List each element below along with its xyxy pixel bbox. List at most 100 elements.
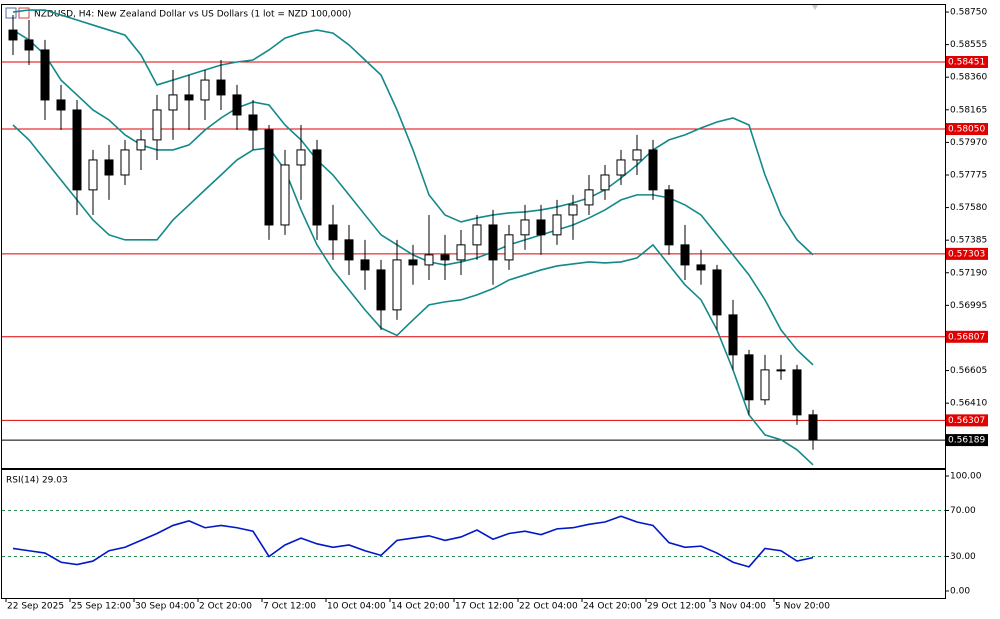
rsi-y-tick-label: 30.00 <box>950 552 976 562</box>
candle-body <box>264 129 274 226</box>
y-tick-label: 0.58165 <box>950 105 987 115</box>
rsi-title: RSI(14) 29.03 <box>6 476 68 486</box>
candle-body <box>184 94 194 101</box>
rsi-line <box>12 515 814 568</box>
chart-title: NZDUSD, H4: New Zealand Dollar vs US Dol… <box>34 10 351 20</box>
shift-marker <box>812 5 818 10</box>
candle-body <box>296 149 306 166</box>
candle-body <box>104 159 114 176</box>
y-tick-label: 0.57190 <box>950 268 987 278</box>
level-label-box <box>946 414 988 427</box>
level-label-box <box>946 55 988 68</box>
candle-body <box>8 29 18 41</box>
candle-body <box>232 94 242 116</box>
candle-body <box>392 259 402 311</box>
y-tick-label: 0.57580 <box>950 203 987 213</box>
candle-body <box>360 259 370 271</box>
candle-body <box>472 224 482 246</box>
current-price-label: 0.56189 <box>948 436 985 446</box>
candle-body <box>408 259 418 266</box>
candle-body <box>488 224 498 261</box>
candle-body <box>280 164 290 226</box>
candle-body <box>568 204 578 216</box>
x-tick-label: 24 Oct 20:00 <box>583 602 642 612</box>
candle-body <box>584 189 594 206</box>
candle-body <box>552 214 562 236</box>
x-tick-label: 22 Oct 04:00 <box>519 602 578 612</box>
candle-body <box>536 219 546 236</box>
candle-body <box>616 159 626 176</box>
candle-body <box>504 234 514 261</box>
y-tick-label: 0.56410 <box>950 399 987 409</box>
level-label: 0.57303 <box>948 249 985 259</box>
x-tick-label: 10 Oct 04:00 <box>327 602 386 612</box>
candle-body <box>200 79 210 101</box>
level-label-box <box>946 123 988 136</box>
candle-body <box>648 149 658 191</box>
y-tick-label: 0.57775 <box>950 170 987 180</box>
candle-body <box>680 244 690 266</box>
candle-body <box>248 114 258 131</box>
candle-body <box>520 219 530 236</box>
y-tick-label: 0.58360 <box>950 73 987 83</box>
candle-body <box>664 189 674 246</box>
rsi-y-tick-label: 70.00 <box>950 506 976 516</box>
x-tick-label: 5 Nov 20:00 <box>775 602 830 612</box>
candle-body <box>312 149 322 226</box>
level-label-box <box>946 330 988 343</box>
x-tick-label: 17 Oct 12:00 <box>455 602 514 612</box>
candle-body <box>40 49 50 101</box>
candle-body <box>136 139 146 151</box>
level-label: 0.56307 <box>948 416 985 426</box>
level-label: 0.58050 <box>948 125 985 135</box>
x-tick-label: 7 Oct 12:00 <box>263 602 316 612</box>
candle-body <box>24 39 34 51</box>
level-label: 0.58451 <box>948 57 985 67</box>
candle-body <box>600 174 610 191</box>
candle-body <box>728 314 738 356</box>
candle-body <box>696 264 706 271</box>
y-tick-label: 0.58555 <box>950 40 987 50</box>
candle-body <box>168 94 178 111</box>
x-tick-label: 30 Sep 04:00 <box>135 602 195 612</box>
candle-body <box>760 369 770 401</box>
rsi-y-tick-label: 100.00 <box>950 471 982 481</box>
candle-body <box>776 369 786 372</box>
y-tick-label: 0.58750 <box>950 8 987 18</box>
candle-body <box>632 149 642 161</box>
rsi-frame <box>1 469 946 599</box>
symbol-icon <box>5 7 30 19</box>
candle-body <box>456 244 466 261</box>
candle-body <box>216 79 226 96</box>
y-tick-label: 0.57385 <box>950 236 987 246</box>
level-label-box <box>946 247 988 260</box>
candle-body <box>328 224 338 241</box>
x-tick-label: 22 Sep 2025 <box>7 602 64 612</box>
x-tick-label: 2 Oct 20:00 <box>199 602 252 612</box>
x-tick-label: 29 Oct 12:00 <box>647 602 706 612</box>
candle-body <box>712 269 722 316</box>
x-tick-label: 25 Sep 12:00 <box>71 602 131 612</box>
level-label: 0.56807 <box>948 332 985 342</box>
candle-body <box>152 109 162 141</box>
band-lower <box>12 124 814 466</box>
price-frame <box>1 4 946 469</box>
band-upper <box>12 9 814 256</box>
candle-body <box>440 254 450 261</box>
rsi-y-tick-label: 0.00 <box>950 586 970 596</box>
y-tick-label: 0.56995 <box>950 301 987 311</box>
candle-body <box>808 414 818 441</box>
candle-body <box>72 109 82 191</box>
y-tick-label: 0.57970 <box>950 138 987 148</box>
x-tick-label: 14 Oct 20:00 <box>391 602 450 612</box>
candle-body <box>56 99 66 111</box>
candle-body <box>376 269 386 311</box>
candle-body <box>120 149 130 176</box>
y-tick-label: 0.56605 <box>950 366 987 376</box>
candle-body <box>88 159 98 191</box>
x-tick-label: 3 Nov 04:00 <box>711 602 766 612</box>
candle-body <box>744 354 754 401</box>
candle-body <box>424 254 434 266</box>
